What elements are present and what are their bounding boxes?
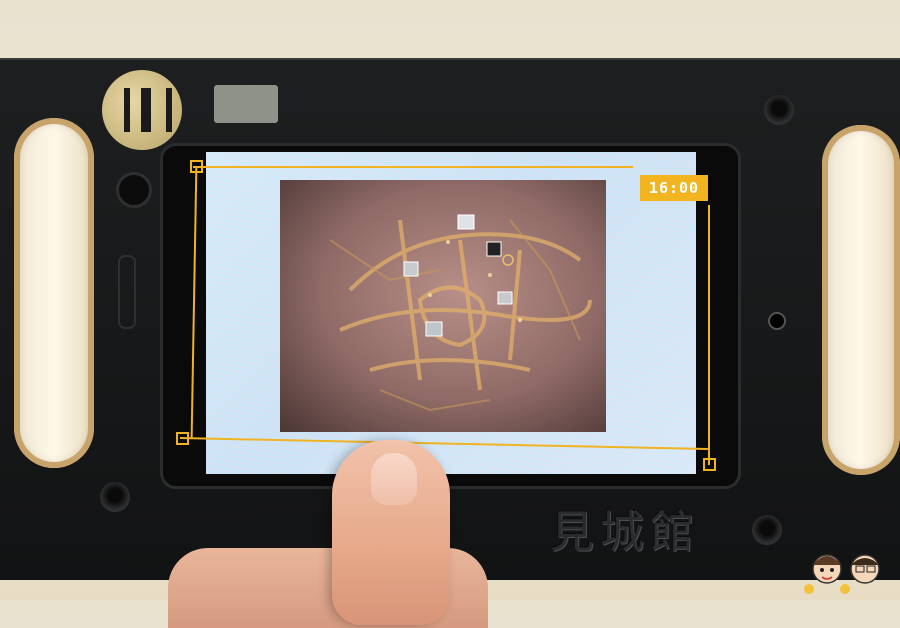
mount-hole [768, 312, 786, 330]
thumbnail-nail [371, 453, 417, 505]
screw-icon [100, 482, 130, 512]
front-camera-icon [116, 172, 152, 208]
left-handle-slot [14, 118, 94, 468]
frame-top-line [193, 166, 633, 168]
map-model-view [329, 214, 592, 412]
logo-badge [102, 70, 182, 150]
cartoon-watermark [804, 554, 880, 594]
screw-icon [752, 515, 782, 545]
frame-corner [176, 432, 189, 445]
time-display: 16:00 [640, 175, 708, 201]
photo-scene: 16:00 見城館 [0, 58, 900, 628]
screw-icon [764, 95, 794, 125]
frame-right-line [708, 205, 710, 465]
sticker-plate [214, 85, 278, 123]
frame-corner [703, 458, 716, 471]
brand-label: 見城館 [550, 507, 700, 558]
map-marker-icon [403, 214, 513, 337]
camera-viewfinder[interactable] [280, 180, 606, 432]
right-handle-slot [822, 125, 900, 475]
speaker-grille [118, 255, 136, 329]
frame-corner [190, 160, 203, 173]
